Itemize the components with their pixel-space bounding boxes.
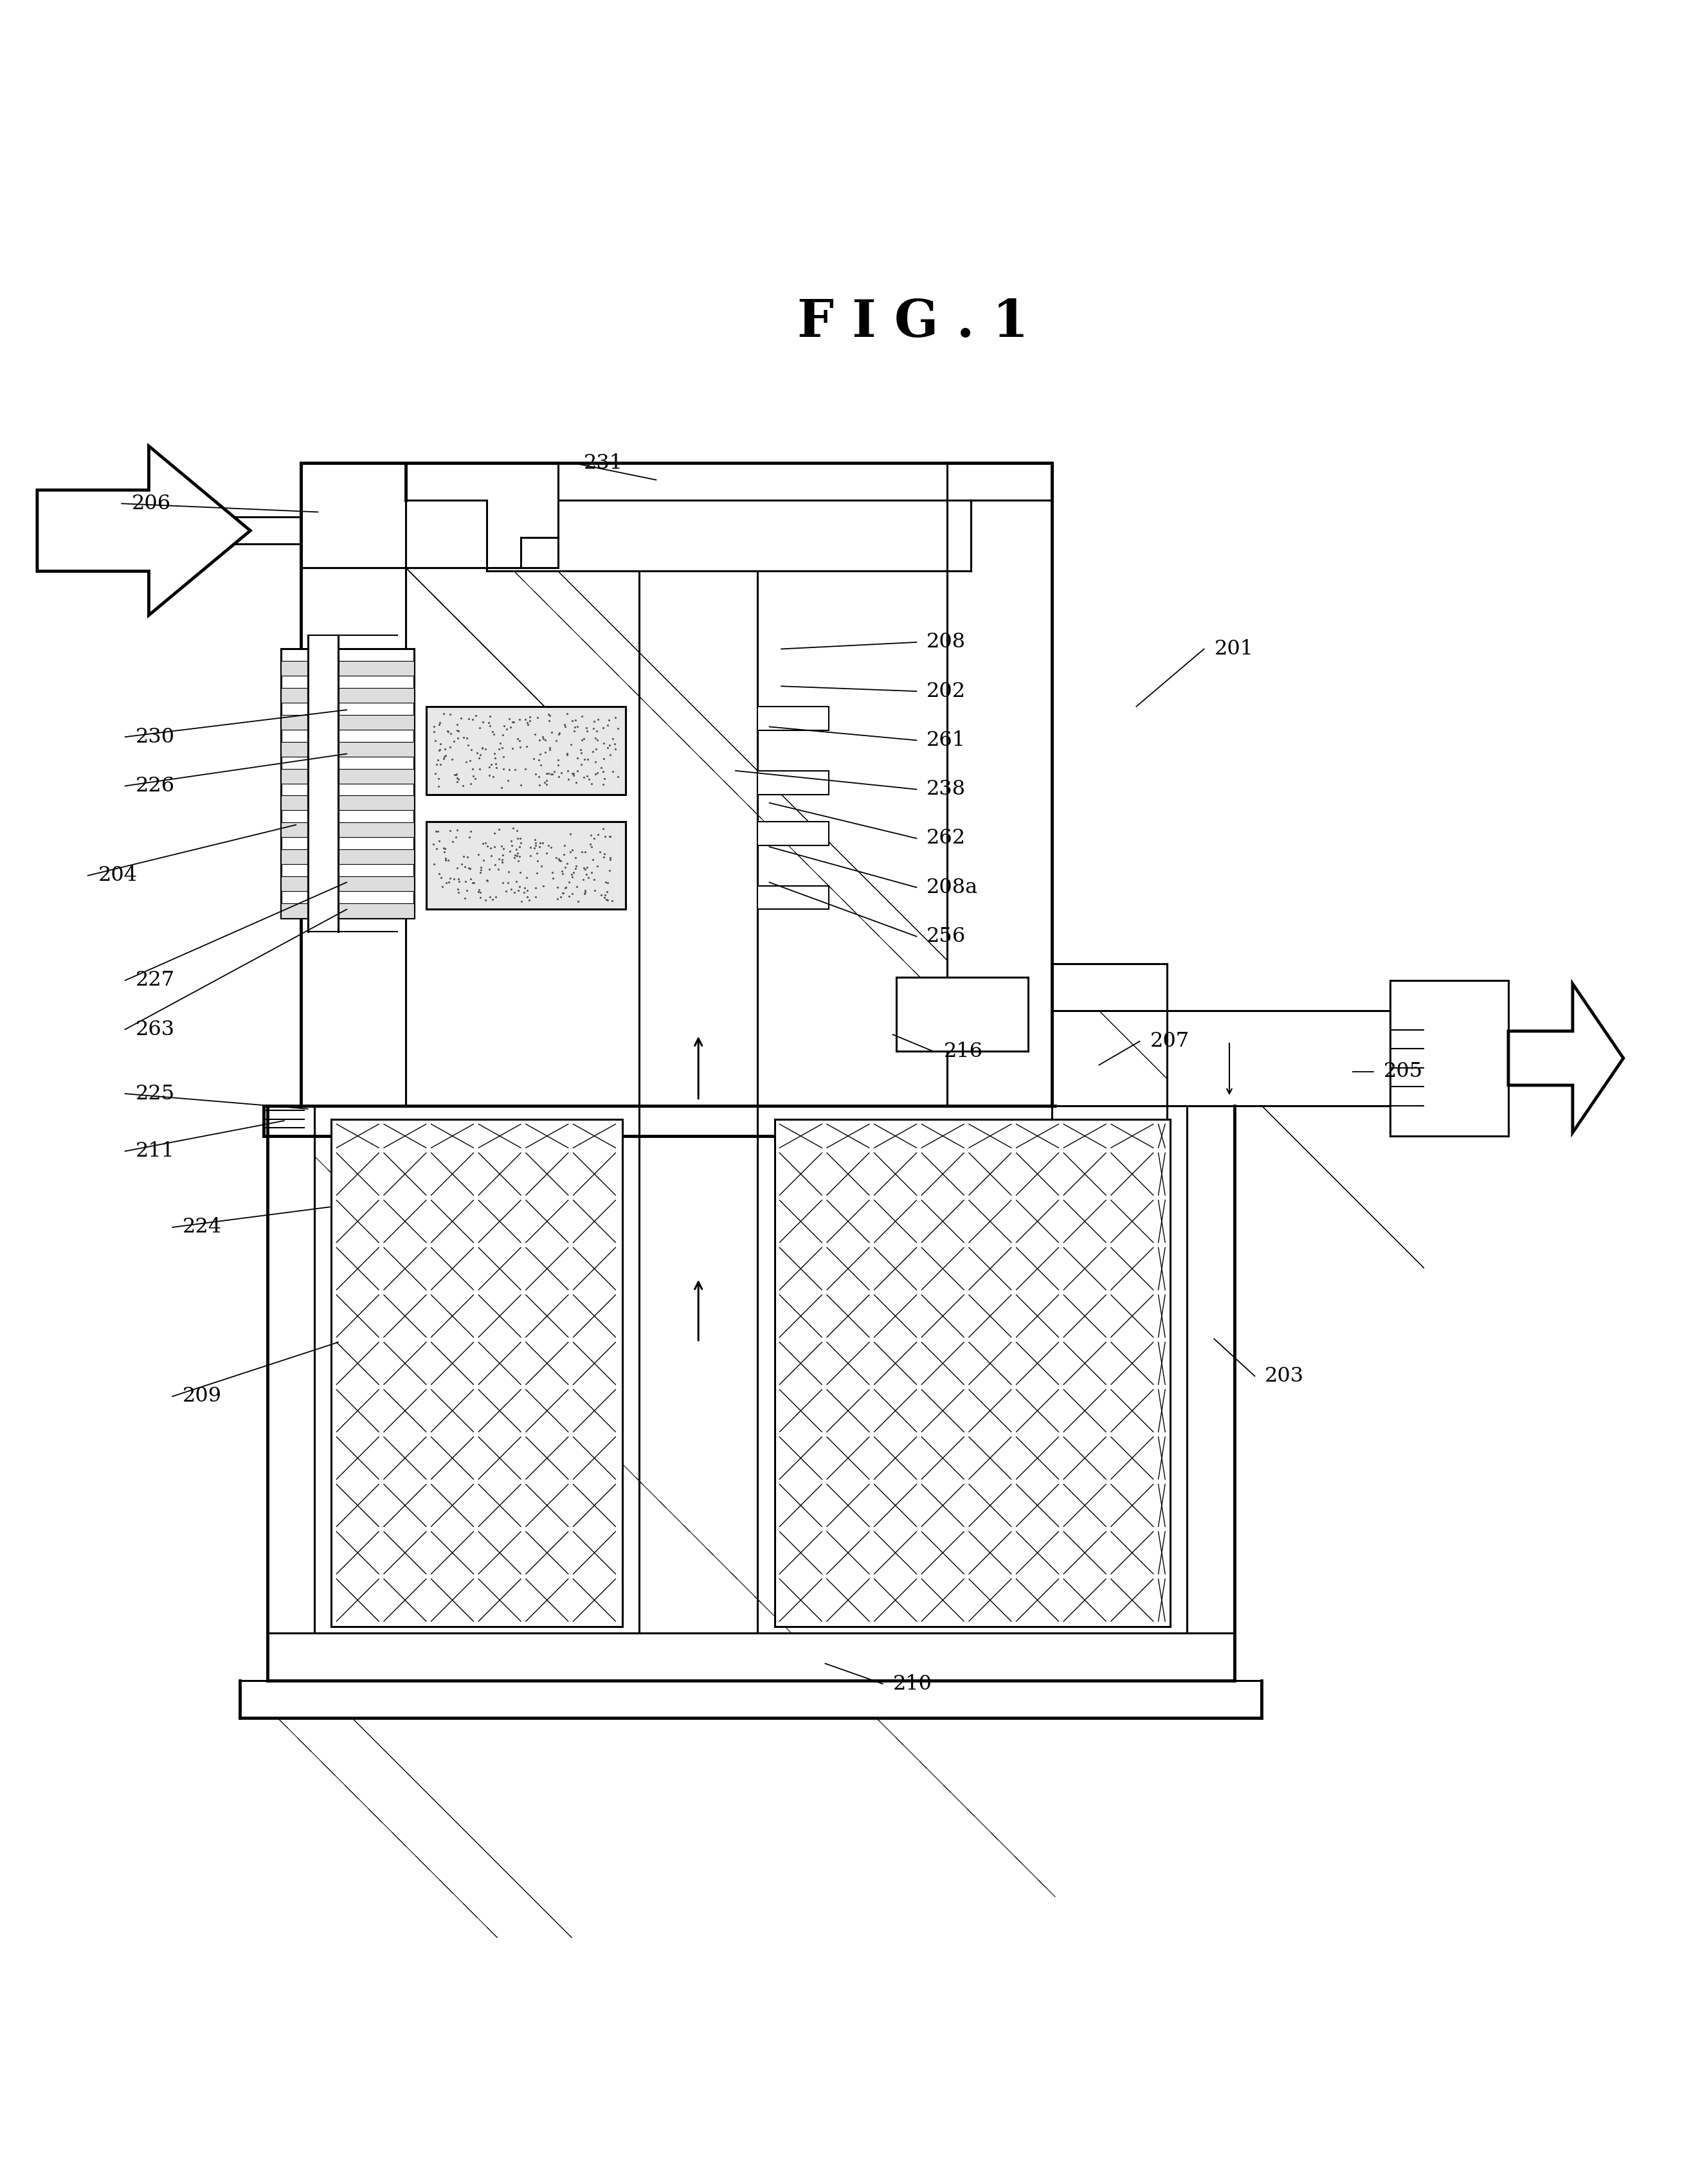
Text: 261: 261 [927,729,966,751]
Text: 208a: 208a [927,878,979,898]
Bar [758,771,829,795]
Bar [267,1634,1234,1679]
Text: 210: 210 [893,1673,932,1695]
Text: 256: 256 [927,926,966,946]
Text: 203: 203 [1265,1367,1304,1387]
Bar [1052,1105,1167,1153]
Text: 224: 224 [183,1216,222,1236]
Text: 202: 202 [927,681,966,701]
Text: 209: 209 [183,1387,222,1406]
Text: 230: 230 [135,727,174,747]
Bar [758,821,829,845]
Text: 225: 225 [135,1083,174,1103]
Text: 216: 216 [944,1042,982,1061]
Text: 207: 207 [1150,1031,1189,1051]
Bar [426,821,626,909]
Text: 227: 227 [135,970,174,989]
Bar [331,1118,622,1627]
Bar [281,714,414,729]
Bar [301,463,406,1105]
Text: F I G . 1: F I G . 1 [798,297,1028,347]
Text: 206: 206 [132,494,171,513]
Text: 231: 231 [583,452,622,474]
Text: 226: 226 [135,775,174,795]
Bar [281,876,414,891]
Text: 201: 201 [1214,640,1253,660]
Bar [281,743,414,756]
Text: 208: 208 [927,631,966,653]
Bar [281,769,414,784]
Bar [308,636,338,930]
Bar [281,662,414,675]
Bar [758,887,829,909]
Bar [426,705,626,795]
Bar [774,1118,1170,1627]
Bar [301,463,558,568]
Text: 205: 205 [1383,1061,1422,1081]
Bar [1052,963,1167,1011]
Text: 238: 238 [927,780,966,799]
Polygon shape [37,446,250,616]
Bar [896,976,1028,1051]
Text: 263: 263 [135,1020,174,1040]
Bar [281,850,414,865]
Bar [281,688,414,703]
Bar [281,902,414,917]
Bar [281,649,414,917]
Text: 204: 204 [98,865,137,885]
Bar [947,463,1052,1105]
Text: 211: 211 [135,1142,174,1162]
Polygon shape [1508,983,1623,1133]
Text: 262: 262 [927,828,966,847]
Bar [1390,981,1508,1136]
Bar [758,705,829,729]
Bar [1167,1011,1424,1105]
Bar [264,1105,1055,1136]
Bar [1187,1105,1234,1634]
Bar [281,795,414,810]
Bar [240,1679,1261,1717]
Bar [267,1105,315,1634]
Bar [406,463,1052,500]
Bar [281,823,414,836]
Bar [487,500,971,572]
